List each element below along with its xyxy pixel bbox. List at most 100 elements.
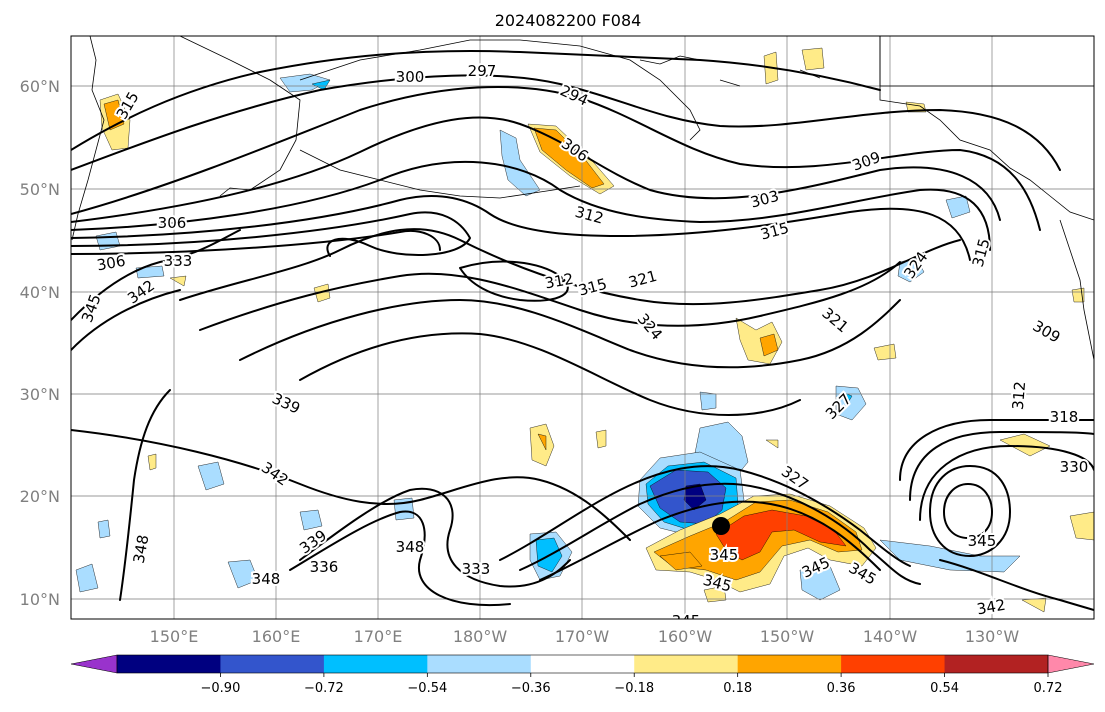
lon-label: 170°E — [354, 627, 403, 646]
contour-label: 312 — [1009, 381, 1029, 411]
colorbar-cell — [220, 655, 325, 673]
figure-title: 2024082200 F084 — [495, 11, 642, 30]
shade-region — [227, 559, 259, 589]
shade-region — [313, 283, 331, 303]
coastline-canada — [879, 36, 1094, 221]
shade-region — [699, 391, 717, 411]
lon-label: 150°E — [150, 627, 199, 646]
colorbar-ticks: −0.90 −0.72 −0.54 −0.36 −0.18 0.18 0.36 0.54 0.7… — [201, 673, 1063, 696]
shade-region — [1071, 287, 1085, 303]
contour-line — [199, 261, 901, 331]
shade-region — [147, 453, 157, 471]
contour-line — [119, 389, 171, 601]
contour-line — [71, 160, 991, 251]
colorbar-cells — [117, 655, 1049, 673]
coastline-usa — [1059, 219, 1094, 361]
lon-label: 150°W — [760, 627, 815, 646]
contour-line — [71, 211, 471, 257]
lat-label: 50°N — [20, 180, 60, 199]
shade-region — [529, 423, 555, 467]
shade-region — [703, 585, 727, 603]
contour-label: 348 — [396, 538, 425, 556]
contour-label: 330 — [1060, 458, 1089, 476]
colorbar-frame — [116, 654, 1049, 674]
coastline-siberia — [179, 36, 301, 197]
contour-label: 333 — [164, 252, 193, 270]
lon-label: 170°W — [555, 627, 610, 646]
shade-region — [945, 195, 971, 219]
colorbar-tick-label: −0.90 — [201, 681, 241, 696]
shade-region — [765, 439, 779, 449]
colorbar-cell — [323, 655, 428, 673]
contour-line — [71, 429, 631, 541]
shade-region — [801, 47, 825, 71]
shade-region — [659, 551, 703, 571]
colorbar-tick-label: −0.54 — [407, 681, 447, 696]
contour-line — [71, 194, 971, 261]
contour-label: 318 — [1050, 408, 1079, 426]
lon-label: 180°W — [453, 627, 508, 646]
contour-line — [299, 487, 571, 588]
contour-line — [539, 500, 881, 581]
plot-area: 315 300 297 294 306 309 303 312 315 306 … — [71, 36, 1094, 619]
colorbar-extend-low — [70, 654, 118, 674]
shade-region — [311, 79, 331, 91]
shade-region — [759, 333, 779, 357]
colorbar-tick-label: −0.72 — [304, 681, 344, 696]
contour-label: 333 — [462, 560, 491, 578]
contour-line — [943, 483, 993, 539]
shade-region — [999, 433, 1051, 457]
boundary-us-canada — [879, 36, 1094, 87]
shade-region — [683, 483, 707, 511]
shade-region — [873, 343, 897, 361]
storm-center-marker — [712, 517, 730, 535]
contour-label: 306 — [158, 214, 187, 232]
colorbar-extend-high — [1047, 654, 1095, 674]
coastlines — [71, 36, 1094, 361]
plot-frame — [70, 35, 1095, 620]
lat-label: 40°N — [20, 283, 60, 302]
shade-region — [595, 429, 607, 449]
contour-label: 345 — [710, 546, 739, 564]
contour-line — [71, 86, 1041, 231]
shade-region — [533, 127, 605, 189]
contour-label: 345 — [968, 532, 997, 550]
colorbar-cell — [944, 655, 1049, 673]
colorbar-cell — [427, 655, 532, 673]
colorbar-cell — [117, 655, 221, 673]
colorbar: −0.90 −0.72 −0.54 −0.36 −0.18 0.18 0.36 0.54 0.7… — [70, 654, 1095, 696]
contour-line — [289, 510, 511, 606]
lon-label: 160°W — [658, 627, 713, 646]
coastline-kamchatka — [71, 36, 105, 241]
shade-region — [715, 509, 847, 561]
contour-line — [299, 332, 801, 416]
contour-line — [179, 228, 961, 306]
shade-region — [197, 461, 225, 491]
contour-label: 348 — [252, 570, 281, 588]
lon-label: 130°W — [965, 627, 1020, 646]
lat-label: 30°N — [20, 385, 60, 404]
shade-region — [97, 519, 111, 539]
coastline-aleutians — [299, 149, 581, 199]
contour-line — [239, 299, 901, 369]
lon-axis: 150°E 160°E 170°E 180°W 170°W 160°W 150°… — [150, 627, 1020, 646]
shade-region — [75, 563, 99, 593]
lat-label: 60°N — [20, 77, 60, 96]
shade-region — [799, 565, 841, 601]
contour-line — [939, 559, 1094, 611]
contour-line — [71, 230, 441, 255]
colorbar-tick-label: 0.72 — [1034, 681, 1063, 696]
shade-region — [1069, 511, 1094, 541]
contour-line — [71, 289, 181, 351]
contour-layer — [71, 49, 1094, 611]
colorbar-cell — [530, 655, 635, 673]
colorbar-tick-label: 0.36 — [827, 681, 856, 696]
colorbar-tick-label: −0.36 — [511, 681, 551, 696]
contour-line — [929, 465, 1011, 557]
colorbar-cell — [737, 655, 842, 673]
lat-label: 10°N — [20, 590, 60, 609]
contour-line — [459, 260, 569, 302]
contour-label: 300 — [396, 68, 425, 86]
contour-line — [909, 431, 1094, 501]
